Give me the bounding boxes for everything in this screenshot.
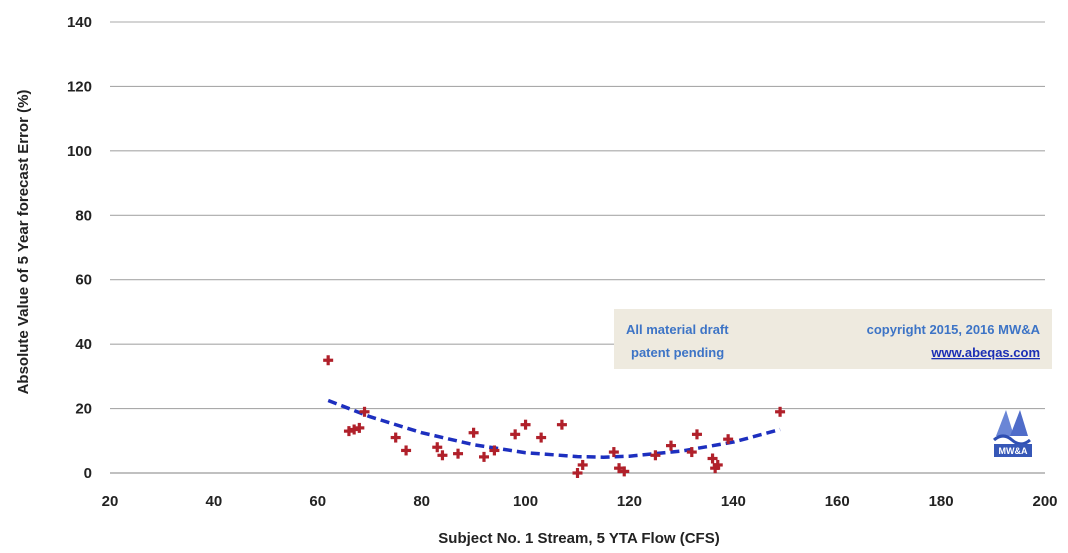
logo-wave-left-icon xyxy=(996,410,1014,436)
data-point xyxy=(572,468,583,478)
mwa-logo: MW&A xyxy=(993,410,1032,457)
data-point xyxy=(556,419,567,430)
data-point xyxy=(614,463,625,474)
y-tick-label: 0 xyxy=(84,465,92,482)
gridlines xyxy=(110,21,1045,410)
data-point xyxy=(401,445,412,456)
data-point xyxy=(349,424,360,435)
data-point xyxy=(691,429,702,440)
trendline xyxy=(327,398,781,459)
y-tick-label: 20 xyxy=(75,401,92,418)
data-point xyxy=(432,442,443,453)
y-tick-label: 80 xyxy=(75,207,92,224)
x-tick-label: 160 xyxy=(825,493,850,510)
y-tick-label: 140 xyxy=(67,14,92,31)
data-point xyxy=(723,434,734,445)
annotation-text-draft: All material draft xyxy=(626,322,729,337)
data-point xyxy=(323,355,334,366)
tick-labels: 0 20 40 60 80 100 120 140 20 40 60 80 100 120 140 160 18… xyxy=(67,14,1058,510)
data-point xyxy=(686,447,697,458)
x-tick-label: 80 xyxy=(413,493,430,510)
data-point xyxy=(390,432,401,443)
data-point xyxy=(510,429,521,440)
data-point xyxy=(775,406,786,417)
y-tick-label: 100 xyxy=(67,143,92,160)
x-tick-label: 100 xyxy=(513,493,538,510)
x-tick-label: 180 xyxy=(929,493,954,510)
data-point xyxy=(359,406,370,417)
x-tick-label: 20 xyxy=(102,493,119,510)
data-point xyxy=(468,427,479,438)
annotation-background xyxy=(614,309,1052,369)
annotation-link-website[interactable]: www.abeqas.com xyxy=(930,345,1040,360)
y-tick-label: 120 xyxy=(67,78,92,95)
data-point xyxy=(619,466,630,477)
data-point xyxy=(354,422,365,433)
y-tick-label: 60 xyxy=(75,272,92,289)
annotation-text-patent: patent pending xyxy=(631,345,724,360)
x-tick-label: 200 xyxy=(1032,493,1057,510)
data-point xyxy=(536,432,547,443)
data-point xyxy=(343,426,354,437)
data-points xyxy=(323,355,786,478)
data-point xyxy=(577,459,588,470)
data-point xyxy=(608,447,619,458)
annotation-text-copyright: copyright 2015, 2016 MW&A xyxy=(867,322,1041,337)
logo-text: MW&A xyxy=(999,446,1028,456)
data-point xyxy=(489,445,500,456)
y-axis-title: Absolute Value of 5 Year forecast Error … xyxy=(15,90,32,395)
data-point xyxy=(453,448,464,459)
data-point xyxy=(707,453,718,464)
data-point xyxy=(666,440,676,451)
logo-label-background xyxy=(994,444,1032,457)
y-tick-label: 40 xyxy=(75,336,92,353)
x-axis-title: Subject No. 1 Stream, 5 YTA Flow (CFS) xyxy=(438,530,719,547)
x-tick-label: 60 xyxy=(309,493,326,510)
data-point xyxy=(712,459,723,470)
data-point xyxy=(479,451,489,462)
data-point xyxy=(650,450,661,461)
x-tick-label: 140 xyxy=(721,493,746,510)
x-tick-label: 120 xyxy=(617,493,642,510)
data-point xyxy=(437,450,448,461)
data-point xyxy=(520,419,531,430)
annotation-box: All material draft patent pending copyri… xyxy=(614,309,1052,369)
logo-wave-icon xyxy=(993,434,1031,446)
logo-wave-right-icon xyxy=(1010,410,1028,436)
x-tick-label: 40 xyxy=(206,493,223,510)
